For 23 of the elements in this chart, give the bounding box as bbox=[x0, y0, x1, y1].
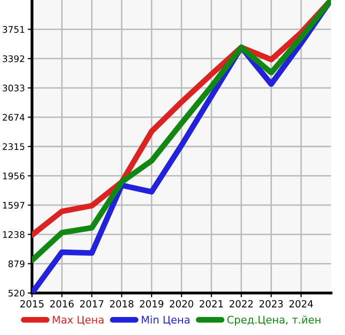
y-tick-label: 3392 bbox=[2, 55, 24, 62]
legend-label: Min Цена bbox=[142, 316, 190, 326]
x-tick-label: 2023 bbox=[260, 300, 283, 308]
x-tick-label: 2015 bbox=[20, 300, 44, 308]
x-tick-label: 2018 bbox=[110, 300, 134, 308]
x-tick-label: 2022 bbox=[230, 300, 253, 308]
y-tick-label: 2674 bbox=[2, 114, 25, 121]
x-tick-label: 2019 bbox=[140, 300, 164, 308]
y-tick-label: 520 bbox=[8, 290, 24, 297]
y-tick-label: 3033 bbox=[2, 84, 24, 92]
y-tick-label: 3751 bbox=[2, 26, 24, 33]
y-tick-label: 1956 bbox=[3, 172, 24, 180]
y-tick-label: 1597 bbox=[3, 202, 24, 209]
x-tick-label: 2021 bbox=[200, 300, 223, 308]
y-tick-label: 879 bbox=[8, 260, 24, 268]
legend-label: Сред.Цена, т.йен bbox=[227, 316, 320, 326]
x-tick-label: 2020 bbox=[170, 300, 194, 308]
y-tick-label: 1238 bbox=[3, 231, 24, 238]
x-tick-label: 2016 bbox=[50, 300, 74, 308]
y-tick-label: 2315 bbox=[2, 143, 24, 150]
x-tick-label: 2017 bbox=[80, 300, 104, 308]
x-tick-label: 2024 bbox=[289, 300, 313, 308]
legend-label: Max Цена bbox=[52, 316, 104, 326]
